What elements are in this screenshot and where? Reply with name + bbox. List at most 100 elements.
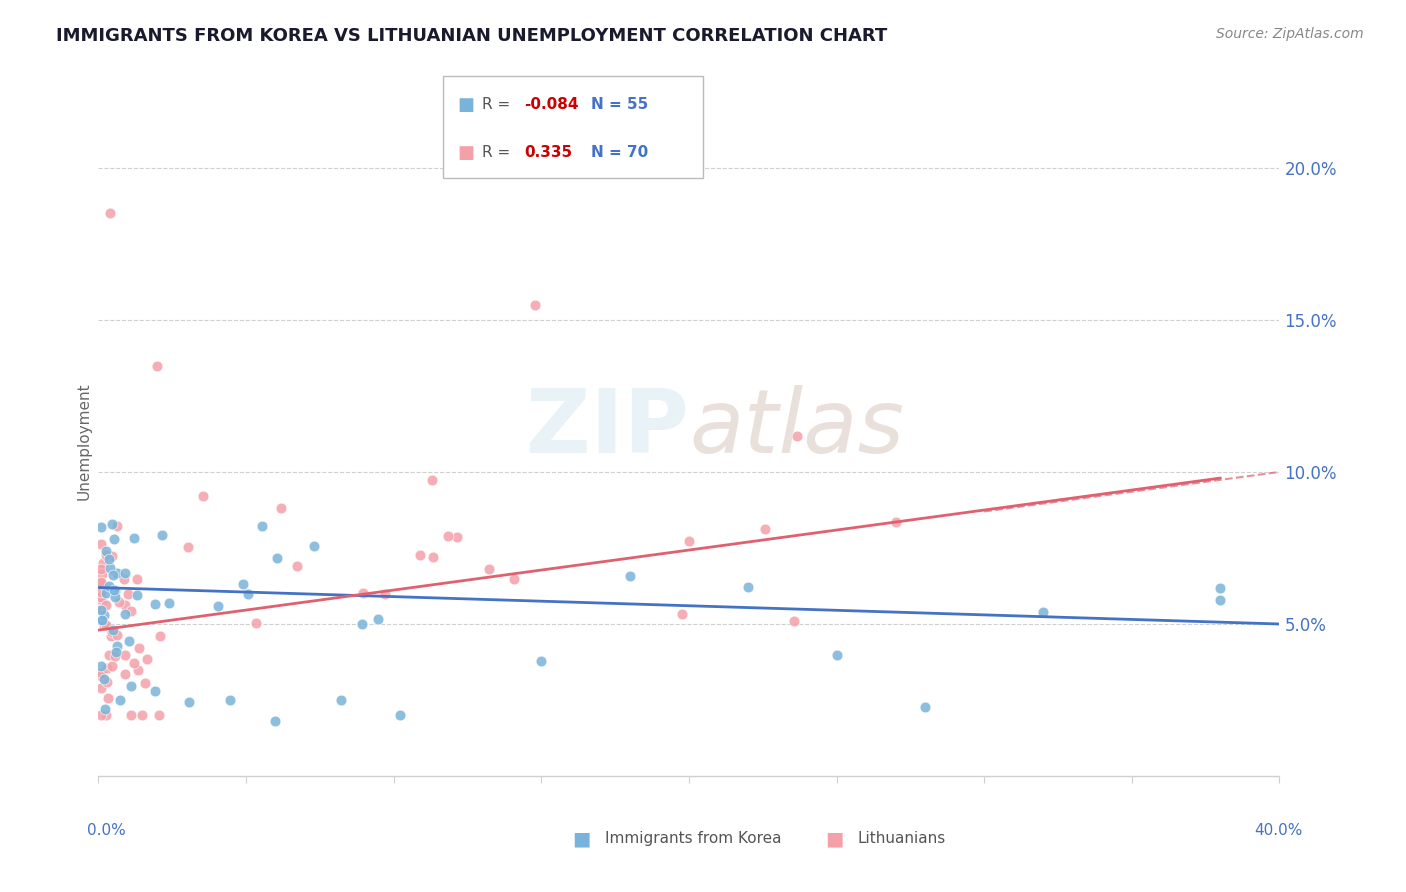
Point — [103, 568, 125, 582]
Point — [114, 666, 136, 681]
Point — [90, 681, 112, 695]
Point — [90, 708, 112, 723]
Point — [90, 574, 112, 589]
Point — [103, 533, 125, 547]
Point — [134, 676, 156, 690]
Point — [524, 298, 547, 312]
Point — [270, 500, 292, 515]
Point — [96, 544, 118, 558]
Point — [107, 628, 129, 642]
Point — [120, 679, 142, 693]
Point — [128, 641, 150, 656]
Point — [389, 708, 412, 723]
Point — [122, 656, 145, 670]
Point — [90, 590, 112, 604]
Point — [503, 572, 526, 586]
Text: N = 70: N = 70 — [591, 145, 648, 161]
Point — [97, 691, 120, 706]
Point — [191, 489, 214, 503]
Point — [90, 613, 112, 627]
Point — [114, 599, 136, 613]
Point — [422, 473, 444, 487]
Point — [671, 607, 693, 621]
Point — [101, 623, 124, 637]
Point — [786, 429, 808, 443]
Point — [352, 585, 374, 599]
Point — [478, 562, 501, 576]
Point — [127, 573, 149, 587]
Point — [101, 549, 124, 564]
Point — [350, 616, 373, 631]
Text: N = 55: N = 55 — [591, 97, 648, 112]
Point — [143, 598, 166, 612]
Point — [754, 522, 776, 536]
Point — [122, 531, 145, 545]
Point — [619, 569, 641, 583]
Point — [1209, 581, 1232, 595]
Point — [114, 566, 136, 581]
Point — [90, 666, 112, 681]
Point — [96, 674, 118, 689]
Point — [176, 541, 198, 555]
Point — [125, 588, 148, 602]
Point — [245, 616, 267, 631]
Point — [120, 604, 142, 618]
Point — [90, 575, 112, 590]
Text: ■: ■ — [825, 829, 844, 848]
Point — [90, 603, 112, 617]
Point — [96, 549, 118, 563]
Point — [93, 702, 115, 716]
Point — [90, 669, 112, 683]
Point — [232, 577, 254, 591]
Point — [91, 566, 114, 581]
Point — [408, 549, 430, 563]
Point — [1209, 592, 1232, 607]
Text: 0.0%: 0.0% — [87, 822, 125, 838]
Point — [422, 549, 444, 564]
Point — [149, 629, 172, 643]
Point — [302, 539, 325, 553]
Point — [219, 693, 242, 707]
Text: R =: R = — [482, 97, 516, 112]
Point — [127, 663, 149, 677]
Point — [90, 585, 112, 599]
Point — [104, 584, 127, 599]
Point — [825, 648, 848, 662]
Point — [330, 693, 353, 707]
Point — [105, 566, 128, 580]
Point — [104, 590, 127, 604]
Point — [90, 602, 112, 616]
Point — [90, 658, 112, 673]
Point — [96, 598, 118, 612]
Point — [98, 579, 121, 593]
Point — [90, 537, 112, 551]
Text: 0.335: 0.335 — [524, 145, 572, 161]
Point — [108, 595, 131, 609]
Point — [737, 580, 759, 594]
Text: ■: ■ — [572, 829, 591, 848]
Point — [207, 599, 229, 614]
Point — [91, 557, 114, 571]
Text: ZIP: ZIP — [526, 384, 689, 472]
Point — [177, 695, 200, 709]
Text: R =: R = — [482, 145, 516, 161]
Point — [91, 594, 114, 608]
Point — [94, 586, 117, 600]
Point — [96, 708, 118, 723]
Point — [93, 672, 115, 686]
Point — [90, 520, 112, 534]
Point — [98, 561, 121, 575]
Text: ■: ■ — [457, 95, 474, 113]
Y-axis label: Unemployment: Unemployment — [76, 383, 91, 500]
Point — [118, 634, 141, 648]
Point — [148, 708, 170, 723]
Point — [98, 551, 121, 566]
Point — [104, 645, 127, 659]
Point — [98, 206, 121, 220]
Point — [367, 612, 389, 626]
Point — [114, 607, 136, 621]
Point — [146, 359, 169, 373]
Point — [101, 517, 124, 532]
Text: -0.084: -0.084 — [524, 97, 579, 112]
Text: ■: ■ — [457, 144, 474, 161]
